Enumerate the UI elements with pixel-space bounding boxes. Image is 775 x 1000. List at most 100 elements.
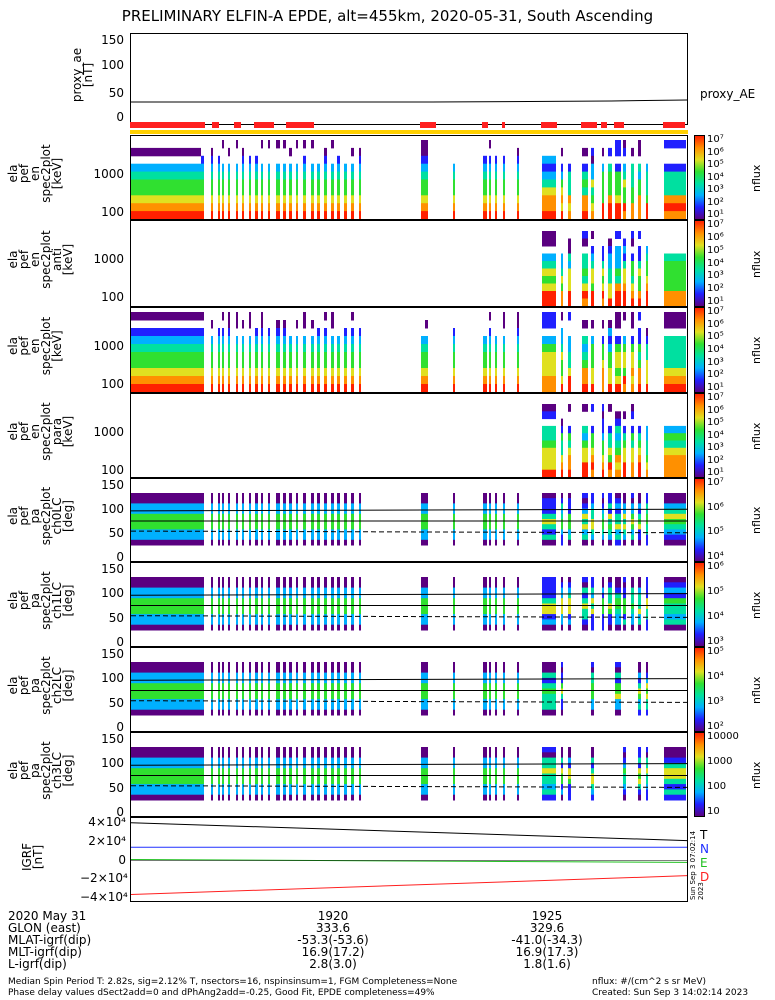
spectrogram-cell [495, 778, 497, 785]
spectrogram-cell [517, 376, 519, 385]
spectrogram-cell [542, 747, 556, 753]
spectrogram-cell [561, 147, 563, 157]
spectrogram-cell [359, 195, 361, 204]
spectrogram-cell [561, 762, 563, 769]
spectrogram-cell [503, 503, 505, 510]
spectrogram-cell [582, 195, 588, 204]
spectrogram-cell [261, 768, 263, 774]
spectrogram-cell [296, 784, 298, 790]
spectrogram-cell [268, 384, 270, 392]
spectrogram-cell [337, 211, 340, 219]
spectrogram-cell [344, 667, 347, 674]
spectrogram-cell [664, 261, 686, 269]
spectrogram-cell [261, 598, 263, 604]
spectrogram-cell [249, 672, 251, 679]
spectrogram-cell [623, 140, 626, 149]
spectrogram-cell [276, 598, 280, 604]
spectrogram-cell [421, 773, 425, 780]
spectrogram-cell [608, 508, 612, 515]
spectrogram-cell [646, 469, 648, 477]
spectrogram-cell [503, 677, 505, 684]
spectrogram-cell [503, 794, 505, 801]
spectrogram-cell [631, 582, 634, 589]
spectrogram-cell [582, 163, 588, 173]
spectrogram-cell [561, 683, 563, 689]
spectrogram-cell [236, 794, 238, 801]
spectrogram-cell [646, 603, 648, 610]
spectrogram-cell [311, 603, 314, 610]
spectrogram-cell [591, 614, 594, 620]
spectrogram-cell [296, 794, 298, 801]
spectrogram-cell [303, 592, 306, 599]
panel-ylabel: ela pef en spec2plot [keV] [6, 316, 64, 376]
spectrogram-cell [283, 752, 286, 759]
spectrogram-cell [218, 376, 220, 385]
colorbar-label: 10⁷ [707, 219, 724, 230]
spectrogram-cell [324, 747, 327, 753]
spectrogram-cell [568, 587, 571, 594]
spectrogram-cell [218, 203, 220, 212]
spectrogram-cell [631, 455, 634, 463]
spectrogram-cell [517, 539, 519, 546]
spectrogram-cell [568, 614, 571, 620]
spectrogram-cell [201, 508, 204, 515]
spectrogram-cell [331, 203, 334, 212]
spectrogram-cell [331, 163, 334, 173]
spectrogram-cell [483, 688, 487, 695]
spectrogram-cell [351, 789, 354, 796]
spectrogram-cell [453, 171, 455, 180]
spectrogram-cell [337, 794, 340, 801]
spectrogram-cell [608, 603, 612, 610]
spectrogram-cell [303, 344, 306, 353]
spectrogram-cell [261, 384, 263, 392]
spectrogram-cell [228, 709, 230, 716]
spectrogram-cell [359, 598, 361, 604]
spectrogram-cell [517, 683, 519, 689]
spectrogram-cell [646, 598, 648, 604]
spectrogram-cell [568, 312, 571, 321]
spectrogram-cell [228, 778, 230, 785]
spectrogram-cell [201, 784, 204, 790]
spectrogram-cell [289, 187, 292, 196]
spectrogram-cell [255, 539, 258, 546]
spectrogram-cell [296, 693, 298, 700]
status-segment [212, 122, 219, 128]
spectrogram-cell [289, 384, 292, 392]
spectrogram-cell [218, 624, 220, 631]
spectrogram-cell [317, 376, 320, 385]
spectrogram-cell [623, 773, 626, 780]
spectrogram-cell [228, 187, 230, 196]
spectrogram-cell [638, 253, 641, 262]
spectrogram-cell [568, 179, 571, 188]
spectrogram-cell [483, 534, 487, 541]
spectrogram-cell [495, 693, 497, 700]
spectrogram-cell [561, 276, 563, 284]
spectrogram-cell [311, 493, 314, 499]
colorbar-label: 10⁵ [707, 417, 724, 428]
tick: 1000 [93, 339, 124, 353]
spectrogram-cell [582, 433, 588, 441]
spectrogram-cell [453, 778, 455, 785]
spectrogram-cell [582, 352, 588, 361]
spectrogram-cell [255, 344, 258, 353]
spectrogram-cell [337, 498, 340, 504]
spectrogram-cell [211, 614, 213, 620]
spectrogram-cell [421, 493, 425, 499]
spectrogram-cell [324, 619, 327, 626]
spectrogram-cell [324, 762, 327, 769]
spectrogram-cell [242, 699, 244, 705]
spectrogram-cell [249, 513, 251, 520]
spectrogram-cell [276, 187, 280, 196]
spectrogram-cell [228, 614, 230, 620]
spectrogram-cell [359, 147, 361, 157]
spectrogram-cell [623, 179, 626, 188]
spectrogram-cell [289, 211, 292, 219]
spectrogram-cell [631, 187, 634, 196]
spectrogram-cell [289, 619, 292, 626]
spectrogram-cell [283, 577, 286, 583]
spectrogram-cell [344, 757, 347, 764]
spectrogram-cell [591, 503, 594, 510]
spectrogram-cell [289, 203, 292, 212]
spectrogram-cell [517, 677, 519, 684]
spectrogram-cell [561, 789, 563, 796]
